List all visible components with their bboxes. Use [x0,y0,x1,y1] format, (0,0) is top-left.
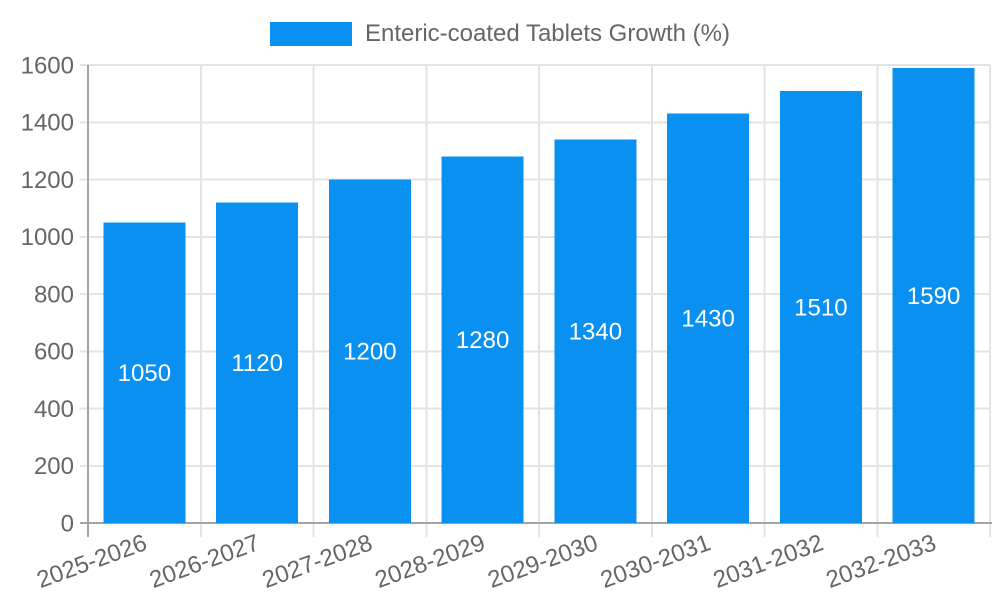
x-tick-label: 2025-2026 [33,529,150,594]
x-tick-label: 2028-2029 [372,529,489,594]
x-tick-label: 2029-2030 [484,529,601,594]
y-tick-label: 1400 [21,110,74,137]
y-tick-label: 1600 [21,52,74,79]
bar [892,67,975,524]
bar-value-label: 1590 [907,283,960,310]
y-tick-label: 600 [34,339,74,366]
legend: Enteric-coated Tablets Growth (%) [0,20,1000,48]
legend-item[interactable]: Enteric-coated Tablets Growth (%) [269,20,731,48]
x-tick-label: 2030-2031 [597,529,714,594]
legend-label: Enteric-coated Tablets Growth (%) [364,20,731,47]
bar-value-label: 1200 [343,339,396,366]
bar [103,222,186,523]
bar-value-label: 1120 [231,350,283,377]
y-tick-label: 200 [34,453,74,480]
bar-value-label: 1430 [681,306,734,333]
bar-value-label: 1280 [456,327,509,354]
bar-value-label: 1510 [794,294,847,321]
bar [779,90,862,523]
y-tick-label: 800 [34,281,74,308]
x-tick-label: 2031-2032 [710,529,827,594]
y-tick-label: 1200 [21,167,74,194]
x-tick-label: 2026-2027 [146,529,263,594]
y-tick-label: 400 [34,396,74,423]
x-tick-label: 2027-2028 [259,529,376,594]
legend-swatch [269,22,352,46]
bar [554,139,637,524]
y-tick-label: 0 [61,510,74,537]
bar-value-label: 1050 [118,360,171,387]
x-tick-label: 2032-2033 [823,529,940,594]
bar-value-label: 1340 [569,319,622,346]
y-tick-label: 1000 [21,224,74,251]
bar [216,202,299,523]
bar [441,156,524,523]
bar [667,113,750,523]
bar [328,179,411,523]
